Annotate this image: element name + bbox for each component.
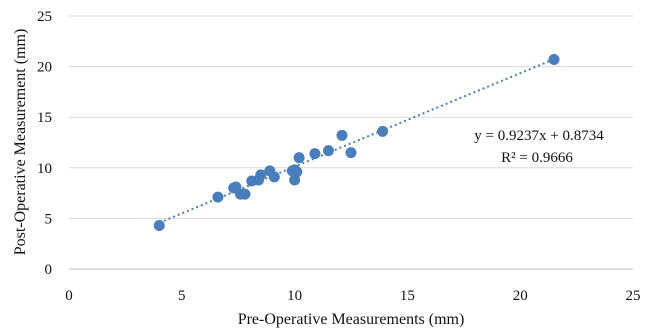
r-squared-label: R² = 0.9666 [501, 150, 573, 166]
x-tick-label: 5 [178, 288, 186, 304]
x-tick-label: 20 [513, 288, 528, 304]
gridlines [69, 15, 633, 219]
x-tick-label: 25 [626, 288, 641, 304]
y-tick-label: 10 [37, 161, 52, 177]
data-point [268, 171, 280, 183]
x-axis-ticks: 0 5 10 15 20 25 [65, 288, 640, 304]
data-point [212, 191, 224, 203]
data-point [322, 145, 334, 157]
x-tick-label: 10 [287, 288, 302, 304]
y-tick-label: 20 [37, 60, 52, 76]
trendline [158, 58, 555, 224]
x-tick-label: 15 [400, 288, 415, 304]
data-point [289, 174, 301, 186]
y-axis-ticks: 0 5 10 15 20 25 [37, 9, 52, 278]
y-tick-label: 25 [37, 9, 52, 25]
data-point [336, 129, 348, 141]
data-point [239, 188, 251, 200]
x-axis-label: Pre-Operative Measurements (mm) [238, 311, 465, 328]
y-tick-label: 5 [45, 211, 53, 227]
data-point [153, 219, 165, 231]
data-point [548, 54, 560, 66]
x-tick-label: 0 [65, 288, 73, 304]
y-tick-label: 15 [37, 110, 52, 126]
data-point [309, 148, 321, 160]
data-point [255, 169, 267, 181]
y-tick-label: 0 [45, 262, 53, 278]
y-axis-label: Post-Operative Measurement (mm) [12, 29, 29, 256]
trendline-equation: y = 0.9237x + 0.8734 [474, 128, 604, 144]
data-points [153, 54, 560, 231]
data-point [293, 152, 305, 164]
data-point [377, 125, 389, 137]
data-point [345, 147, 357, 159]
